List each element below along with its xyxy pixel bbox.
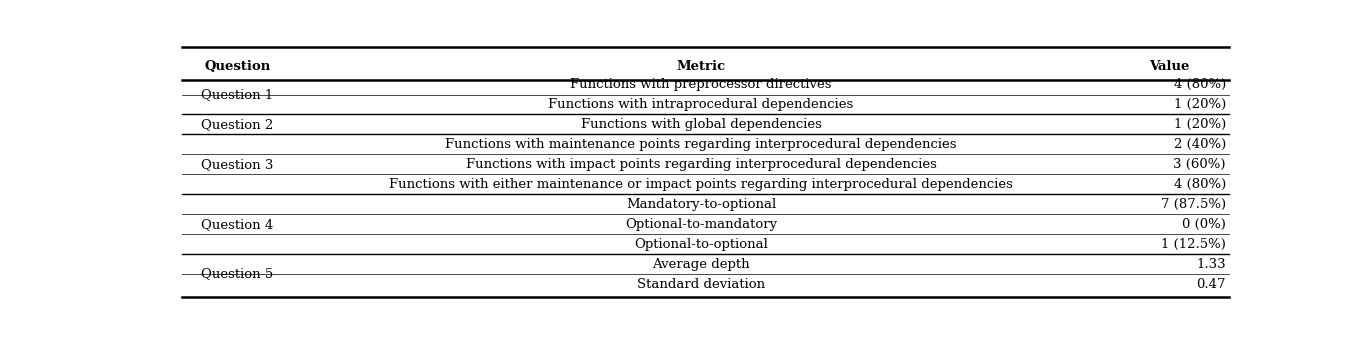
Text: Functions with either maintenance or impact points regarding interprocedural dep: Functions with either maintenance or imp… — [389, 178, 1014, 191]
Text: Functions with preprocessor directives: Functions with preprocessor directives — [570, 78, 832, 91]
Text: Functions with intraprocedural dependencies: Functions with intraprocedural dependenc… — [549, 98, 854, 111]
Text: Question 2: Question 2 — [201, 118, 274, 131]
Text: 4 (80%): 4 (80%) — [1174, 78, 1226, 91]
Text: Standard deviation: Standard deviation — [637, 278, 765, 290]
Text: 1 (12.5%): 1 (12.5%) — [1161, 238, 1226, 251]
Text: Functions with maintenance points regarding interprocedural dependencies: Functions with maintenance points regard… — [446, 138, 956, 151]
Text: 1 (20%): 1 (20%) — [1174, 98, 1226, 111]
Text: 4 (80%): 4 (80%) — [1174, 178, 1226, 191]
Text: Question 1: Question 1 — [201, 88, 274, 101]
Text: 1 (20%): 1 (20%) — [1174, 118, 1226, 131]
Text: Optional-to-optional: Optional-to-optional — [635, 238, 767, 251]
Text: Optional-to-mandatory: Optional-to-mandatory — [625, 218, 777, 231]
Text: 7 (87.5%): 7 (87.5%) — [1161, 198, 1226, 211]
Text: 2 (40%): 2 (40%) — [1174, 138, 1226, 151]
Text: 3 (60%): 3 (60%) — [1174, 158, 1226, 171]
Text: Question 4: Question 4 — [201, 218, 274, 231]
Text: 0 (0%): 0 (0%) — [1182, 218, 1226, 231]
Text: Functions with impact points regarding interprocedural dependencies: Functions with impact points regarding i… — [465, 158, 937, 171]
Text: Question 5: Question 5 — [201, 267, 274, 281]
Text: Question 3: Question 3 — [201, 158, 274, 171]
Text: Metric: Metric — [677, 60, 725, 73]
Text: Mandatory-to-optional: Mandatory-to-optional — [627, 198, 776, 211]
Text: Functions with global dependencies: Functions with global dependencies — [580, 118, 822, 131]
Text: Average depth: Average depth — [653, 258, 750, 271]
Text: 0.47: 0.47 — [1197, 278, 1226, 290]
Text: Value: Value — [1149, 60, 1189, 73]
Text: Question: Question — [204, 60, 271, 73]
Text: 1.33: 1.33 — [1196, 258, 1226, 271]
